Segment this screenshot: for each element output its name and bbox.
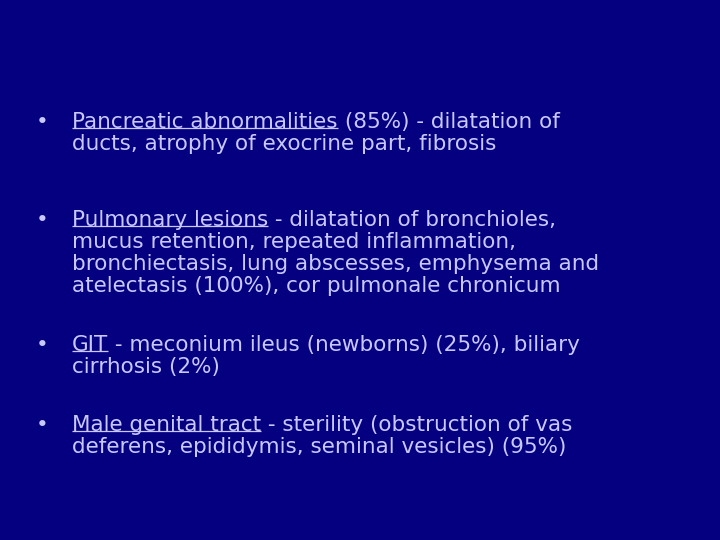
Text: •: • <box>35 210 48 230</box>
Text: •: • <box>35 335 48 355</box>
Text: deferens, epididymis, seminal vesicles) (95%): deferens, epididymis, seminal vesicles) … <box>72 437 567 457</box>
Text: - sterility (obstruction of vas: - sterility (obstruction of vas <box>261 415 572 435</box>
Text: ducts, atrophy of exocrine part, fibrosis: ducts, atrophy of exocrine part, fibrosi… <box>72 134 496 154</box>
Text: bronchiectasis, lung abscesses, emphysema and: bronchiectasis, lung abscesses, emphysem… <box>72 254 599 274</box>
Text: atelectasis (100%), cor pulmonale chronicum: atelectasis (100%), cor pulmonale chroni… <box>72 276 561 296</box>
Text: Male genital tract: Male genital tract <box>72 415 261 435</box>
Text: •: • <box>35 112 48 132</box>
Text: Pancreatic abnormalities: Pancreatic abnormalities <box>72 112 338 132</box>
Text: mucus retention, repeated inflammation,: mucus retention, repeated inflammation, <box>72 232 516 252</box>
Text: cirrhosis (2%): cirrhosis (2%) <box>72 357 220 377</box>
Text: GIT: GIT <box>72 335 108 355</box>
Text: - dilatation of bronchioles,: - dilatation of bronchioles, <box>269 210 557 230</box>
Text: (85%) - dilatation of: (85%) - dilatation of <box>338 112 559 132</box>
Text: - meconium ileus (newborns) (25%), biliary: - meconium ileus (newborns) (25%), bilia… <box>108 335 580 355</box>
Text: •: • <box>35 415 48 435</box>
Text: Pulmonary lesions: Pulmonary lesions <box>72 210 269 230</box>
